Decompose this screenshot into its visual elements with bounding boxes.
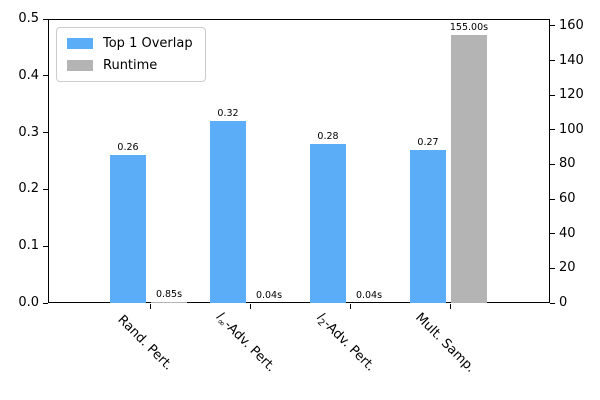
left-axis-tick-label: 0.0 [18,295,39,310]
top-1-overlap-bar-l-adv-pert [210,121,246,303]
x-axis-tick [349,304,351,309]
right-axis-tick [550,267,555,269]
left-axis-tick-label: 0.3 [18,124,39,140]
left-axis-tick [43,18,48,20]
runtime-bar-rand-pert [151,301,187,303]
runtime-value-label-l-adv-pert: 0.04s [255,289,283,301]
top-1-overlap-bar-mult-samp [410,149,446,303]
x-axis-tick [449,304,451,309]
left-axis-tick-label: 0.4 [18,67,39,83]
legend: Top 1 Overlap Runtime [56,27,206,82]
right-axis-tick [550,60,555,62]
runtime-value-label-mult-samp: 155.00s [449,21,489,33]
x-tick-label-part: Rand. Pert. [114,312,176,374]
right-axis-tick-label: 100 [559,121,584,137]
right-axis-tick [550,302,555,304]
right-axis-tick [550,94,555,96]
top-1-overlap-value-label-mult-samp: 0.27 [417,136,439,148]
x-axis-tick [149,304,151,309]
left-axis-tick [43,245,48,247]
x-tick-label-mult-samp: Mult. Samp. [412,310,478,376]
left-axis-tick [43,75,48,77]
right-axis-tick [550,198,555,200]
right-axis-tick-label: 20 [559,260,576,276]
runtime-value-label-rand-pert: 0.85s [155,288,183,300]
runtime-value-label-l2-adv-pert: 0.04s [355,289,383,301]
x-tick-label-part: -Adv. Pert. [220,317,279,376]
right-axis-tick [550,233,555,235]
right-axis-tick-label: 160 [559,17,584,33]
x-tick-label-l-adv-pert: l∞-Adv. Pert. [212,310,279,377]
runtime-bar-mult-samp [451,34,487,303]
legend-label-top-1-overlap: Top 1 Overlap [103,36,193,51]
right-axis-tick-label: 40 [559,225,576,241]
legend-label-runtime: Runtime [103,58,158,73]
x-tick-label-part: -Adv. Pert. [320,317,378,375]
top-1-overlap-value-label-l2-adv-pert: 0.28 [317,130,339,142]
left-axis-tick [43,132,48,134]
left-axis-tick-label: 0.2 [18,181,39,197]
legend-entry-top-1-overlap: Top 1 Overlap [67,36,193,51]
top-1-overlap-bar-l2-adv-pert [310,143,346,303]
top-1-overlap-bar-rand-pert [110,155,146,303]
legend-swatch-runtime-icon [67,60,93,71]
left-axis-tick-label: 0.1 [18,238,39,254]
x-tick-label-l2-adv-pert: l2-Adv. Pert. [312,310,377,375]
right-axis-tick-label: 60 [559,191,576,207]
right-axis-tick [550,25,555,27]
right-axis-tick [550,129,555,131]
legend-swatch-top-1-overlap-icon [67,38,93,49]
right-axis-tick-label: 120 [559,87,584,103]
right-axis-tick [550,163,555,165]
right-axis-tick-label: 80 [559,156,576,172]
x-axis-tick [249,304,251,309]
right-axis-tick-label: 140 [559,52,584,68]
axes-spines [48,19,550,303]
x-tick-label-part: Mult. Samp. [412,310,478,376]
right-axis-tick-label: 0 [559,295,568,310]
x-tick-label-rand-pert: Rand. Pert. [114,312,175,373]
left-axis-tick [43,302,48,304]
top-1-overlap-value-label-l-adv-pert: 0.32 [217,108,239,120]
legend-entry-runtime: Runtime [67,58,193,73]
left-axis-tick [43,188,48,190]
top-1-overlap-value-label-rand-pert: 0.26 [117,142,139,154]
left-axis-tick-label: 0.5 [18,11,39,26]
